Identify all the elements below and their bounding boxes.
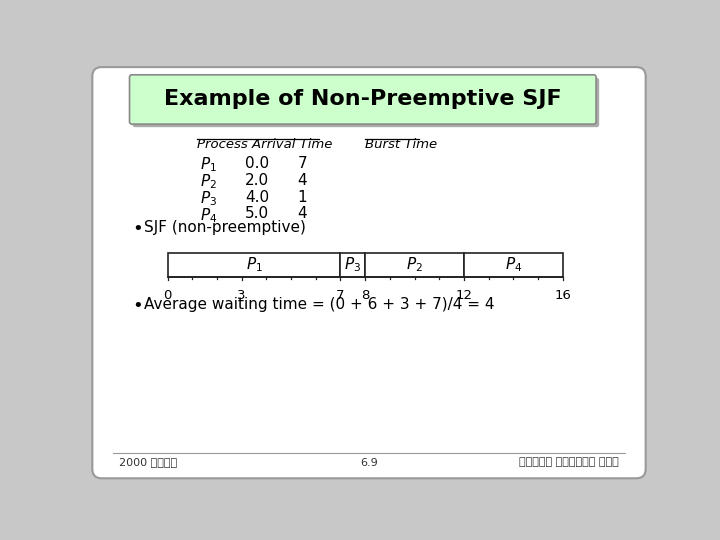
Text: $P_2$: $P_2$ — [200, 173, 217, 191]
Text: 4.0: 4.0 — [245, 190, 269, 205]
Text: Burst Time: Burst Time — [365, 138, 437, 151]
Text: 7: 7 — [297, 156, 307, 171]
Text: 16: 16 — [554, 289, 571, 302]
Text: 5.0: 5.0 — [245, 206, 269, 221]
Bar — [365, 253, 464, 276]
Text: 7: 7 — [336, 289, 345, 302]
Text: 인천대학교 컴퓨터공학과 성미영: 인천대학교 컴퓨터공학과 성미영 — [519, 457, 618, 468]
Text: $P_2$: $P_2$ — [406, 255, 423, 274]
Text: 1: 1 — [297, 190, 307, 205]
Text: SJF (non-preemptive): SJF (non-preemptive) — [144, 220, 306, 235]
Text: $P_1$: $P_1$ — [200, 156, 217, 174]
FancyBboxPatch shape — [130, 75, 596, 124]
Text: 4: 4 — [297, 173, 307, 187]
Text: $P_1$: $P_1$ — [246, 255, 262, 274]
Text: 2000 운영체계: 2000 운영체계 — [120, 457, 178, 468]
Bar — [168, 253, 341, 276]
Text: $P_4$: $P_4$ — [200, 206, 217, 225]
Text: 8: 8 — [361, 289, 369, 302]
FancyBboxPatch shape — [92, 67, 646, 478]
Text: •: • — [132, 220, 143, 238]
Text: Example of Non-Preemptive SJF: Example of Non-Preemptive SJF — [164, 90, 562, 110]
Text: 3: 3 — [238, 289, 246, 302]
Text: •: • — [132, 298, 143, 315]
FancyBboxPatch shape — [132, 78, 599, 127]
Text: 6.9: 6.9 — [360, 457, 378, 468]
Text: Process Arrival Time: Process Arrival Time — [197, 138, 333, 151]
Text: 0: 0 — [163, 289, 171, 302]
Text: $P_3$: $P_3$ — [344, 255, 361, 274]
Text: 0.0: 0.0 — [245, 156, 269, 171]
Text: $P_4$: $P_4$ — [505, 255, 522, 274]
Text: $P_3$: $P_3$ — [200, 190, 217, 208]
Text: 12: 12 — [456, 289, 472, 302]
Bar — [341, 253, 365, 276]
Bar — [464, 253, 563, 276]
Text: 2.0: 2.0 — [245, 173, 269, 187]
Text: 4: 4 — [297, 206, 307, 221]
Text: Average waiting time = (0 + 6 + 3 + 7)/4 = 4: Average waiting time = (0 + 6 + 3 + 7)/4… — [144, 298, 495, 312]
